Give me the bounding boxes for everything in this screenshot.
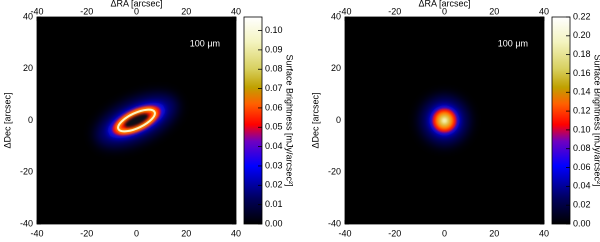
x-tick-label: 0: [134, 6, 139, 16]
y-tick-label: -20: [328, 167, 341, 177]
core: [441, 117, 448, 124]
x-axis-label: ΔRA [arcsec]: [110, 0, 162, 8]
colorbar-tick-label: 0.00: [573, 218, 591, 228]
colorbar-tick-label: 0.09: [265, 44, 283, 54]
y-tick-label: -40: [20, 218, 33, 228]
y-axis-label: ΔDec [arcsec]: [2, 92, 12, 148]
x-tick-label: 0: [442, 228, 447, 238]
colorbar-tick-label: 0.16: [573, 68, 591, 78]
colorbar-tick-label: 0.04: [265, 141, 283, 151]
colorbar: [243, 16, 263, 225]
annotation: 100 μm: [498, 38, 528, 48]
image: [95, 94, 178, 147]
x-tick-label: 0: [442, 6, 447, 16]
colorbar-tick-label: 0.22: [573, 11, 591, 21]
x-tick-label: 40: [231, 228, 241, 238]
annotation: 100 μm: [190, 38, 220, 48]
colorbar-label: Surface Brightness [mJy/arcsec²]: [285, 54, 295, 186]
x-tick-label: 20: [181, 6, 191, 16]
colorbar-tick-label: 0.14: [573, 87, 591, 97]
image: [420, 96, 469, 145]
x-tick-label: -20: [80, 6, 93, 16]
x-tick-label: -20: [388, 6, 401, 16]
colorbar-tick-label: 0.06: [573, 162, 591, 172]
colorbar-label: Surface Brightness [mJy/arcsec²]: [593, 54, 600, 186]
y-tick-label: 40: [23, 11, 33, 21]
colorbar-tick-label: 0.10: [265, 25, 283, 35]
x-tick-label: 20: [489, 6, 499, 16]
x-tick-label: 40: [539, 6, 549, 16]
disk-emission: [95, 94, 178, 147]
colorbar-tick-label: 0.20: [573, 30, 591, 40]
x-tick-label: -40: [338, 6, 351, 16]
colorbar-tick-label: 0.08: [573, 143, 591, 153]
colorbar-tick-label: 0.10: [573, 124, 591, 134]
colorbar-tick-label: 0.03: [265, 160, 283, 170]
x-tick-label: 20: [181, 228, 191, 238]
y-axis-label: ΔDec [arcsec]: [310, 92, 320, 148]
y-tick-label: 0: [336, 115, 341, 125]
y-tick-label: 0: [28, 115, 33, 125]
colorbar-tick-label: 0.02: [573, 200, 591, 210]
y-tick-label: 40: [331, 11, 341, 21]
y-tick-label: 20: [23, 63, 33, 73]
x-tick-label: -40: [30, 6, 43, 16]
x-tick-label: 40: [539, 228, 549, 238]
colorbar-tick-label: 0.12: [573, 105, 591, 115]
colorbar-tick-label: 0.02: [265, 180, 283, 190]
y-tick-label: 20: [331, 63, 341, 73]
x-axis-label: ΔRA [arcsec]: [418, 0, 470, 8]
ring: [117, 108, 156, 133]
colorbar-tick-label: 0.00: [265, 218, 283, 228]
x-tick-label: -40: [30, 228, 43, 238]
colorbar-tick-label: 0.08: [265, 64, 283, 74]
cavity: [124, 113, 149, 128]
x-tick-label: 20: [489, 228, 499, 238]
colorbar: [551, 16, 571, 225]
colorbar-tick-label: 0.07: [265, 83, 283, 93]
x-tick-label: -20: [388, 228, 401, 238]
colorbar-tick-label: 0.06: [265, 102, 283, 112]
colorbar-tick-label: 0.01: [265, 199, 283, 209]
colorbar-tick-label: 0.05: [265, 122, 283, 132]
y-tick-label: -20: [20, 167, 33, 177]
y-tick-label: -40: [328, 218, 341, 228]
colorbar-tick-label: 0.04: [573, 181, 591, 191]
x-tick-label: 0: [134, 228, 139, 238]
x-tick-label: 40: [231, 6, 241, 16]
x-tick-label: -40: [338, 228, 351, 238]
x-tick-label: -20: [80, 228, 93, 238]
colorbar-tick-label: 0.18: [573, 49, 591, 59]
